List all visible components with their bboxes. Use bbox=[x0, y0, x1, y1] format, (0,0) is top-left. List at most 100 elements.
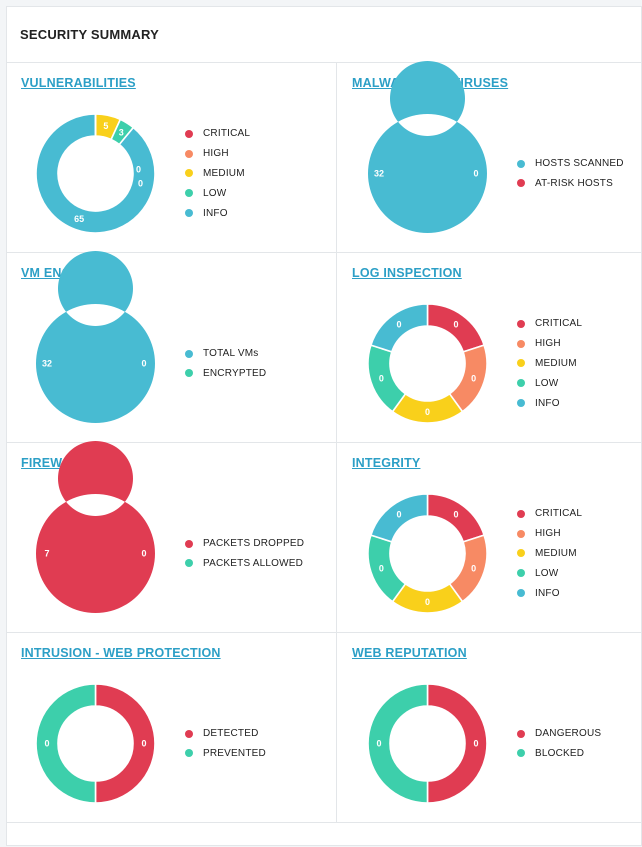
card-integrity: INTEGRITY 0 0 0 0 0 CRITICAL HIGH MEDIUM LOW INFO bbox=[337, 443, 642, 633]
donut-slice-low[interactable] bbox=[367, 534, 407, 603]
card-firewall: FIREWALL 7 0 PACKETS DROPPED PACKETS ALLOWED bbox=[7, 441, 337, 633]
legend-item-hosts-scanned[interactable]: HOSTS SCANNED bbox=[517, 154, 624, 174]
donut-svg: 0 0 0 0 0 bbox=[367, 303, 488, 424]
legend-item-low[interactable]: LOW bbox=[185, 183, 250, 203]
chart-legend: HOSTS SCANNED AT-RISK HOSTS bbox=[517, 154, 624, 194]
legend-item-medium[interactable]: MEDIUM bbox=[517, 354, 582, 374]
chart-legend: CRITICAL HIGH MEDIUM LOW INFO bbox=[517, 314, 582, 413]
card-title-link[interactable]: VULNERABILITIES bbox=[21, 76, 136, 90]
legend-item-critical[interactable]: CRITICAL bbox=[517, 504, 582, 524]
legend-dot-icon bbox=[517, 549, 525, 558]
donut-value-label: 0 bbox=[453, 509, 458, 519]
legend-dot-icon bbox=[517, 159, 525, 168]
donut-value-label: 0 bbox=[471, 373, 476, 383]
legend-item-at-risk-hosts[interactable]: AT-RISK HOSTS bbox=[517, 173, 624, 193]
legend-dot-icon bbox=[185, 129, 193, 138]
chart-legend: DETECTED PREVENTED bbox=[185, 724, 266, 764]
donut-slice-info[interactable] bbox=[369, 493, 429, 543]
legend-item-dangerous[interactable]: DANGEROUS bbox=[517, 724, 601, 744]
legend-item-high[interactable]: HIGH bbox=[517, 334, 582, 354]
card-title-link[interactable]: WEB REPUTATION bbox=[352, 646, 467, 660]
legend-item-blocked[interactable]: BLOCKED bbox=[517, 743, 601, 763]
legend-item-total-vms[interactable]: TOTAL VMs bbox=[185, 344, 266, 364]
legend-item-info[interactable]: INFO bbox=[517, 393, 582, 413]
legend-label: TOTAL VMs bbox=[203, 348, 259, 360]
legend-dot-icon bbox=[185, 189, 193, 198]
donut-slice-info[interactable] bbox=[369, 303, 429, 353]
donut-value-label: 0 bbox=[44, 739, 49, 749]
donut-slice-packets-dropped[interactable] bbox=[35, 441, 155, 613]
legend-item-low[interactable]: LOW bbox=[517, 373, 582, 393]
legend-label: LOW bbox=[535, 567, 559, 579]
donut-value-label: 32 bbox=[42, 359, 52, 369]
legend-item-medium[interactable]: MEDIUM bbox=[517, 544, 582, 564]
legend-dot-icon bbox=[185, 349, 193, 358]
donut-slice-dangerous[interactable] bbox=[426, 683, 488, 804]
donut-value-label: 0 bbox=[138, 179, 143, 189]
legend-label: MEDIUM bbox=[535, 357, 577, 369]
legend-item-low[interactable]: LOW bbox=[517, 563, 582, 583]
legend-item-prevented[interactable]: PREVENTED bbox=[185, 743, 266, 763]
legend-item-high[interactable]: HIGH bbox=[517, 524, 582, 544]
card-title-link[interactable]: INTEGRITY bbox=[352, 456, 421, 470]
card-web-reputation: WEB REPUTATION 0 0 DANGEROUS BLOCKED bbox=[337, 633, 642, 823]
donut-value-label: 0 bbox=[425, 597, 430, 607]
legend-item-encrypted[interactable]: ENCRYPTED bbox=[185, 363, 266, 383]
legend-label: BLOCKED bbox=[535, 747, 585, 759]
chart-legend: PACKETS DROPPED PACKETS ALLOWED bbox=[185, 534, 304, 574]
donut-value-label: 0 bbox=[376, 739, 381, 749]
donut-svg: 0 0 5 3 65 bbox=[35, 113, 156, 234]
donut-slice-blocked[interactable] bbox=[367, 683, 429, 804]
legend-label: LOW bbox=[203, 187, 227, 199]
legend-label: PACKETS ALLOWED bbox=[203, 557, 304, 569]
legend-item-high[interactable]: HIGH bbox=[185, 144, 250, 164]
legend-item-info[interactable]: INFO bbox=[185, 203, 250, 223]
legend-item-packets-allowed[interactable]: PACKETS ALLOWED bbox=[185, 553, 304, 573]
legend-item-medium[interactable]: MEDIUM bbox=[185, 164, 250, 184]
donut-value-label: 5 bbox=[103, 121, 108, 131]
legend-item-packets-dropped[interactable]: PACKETS DROPPED bbox=[185, 534, 304, 554]
legend-dot-icon bbox=[185, 749, 193, 758]
legend-dot-icon bbox=[185, 209, 193, 218]
legend-dot-icon bbox=[517, 339, 525, 348]
legend-label: INFO bbox=[535, 587, 560, 599]
legend-dot-icon bbox=[517, 529, 525, 538]
card-log-inspection: LOG INSPECTION 0 0 0 0 0 CRITICAL HIGH MEDIUM LOW… bbox=[337, 253, 642, 443]
donut-slice-hosts-scanned[interactable] bbox=[367, 61, 487, 234]
donut-slice-prevented[interactable] bbox=[35, 683, 97, 804]
donut-value-label: 0 bbox=[396, 509, 401, 519]
legend-label: PREVENTED bbox=[203, 747, 266, 759]
donut-slice-detected[interactable] bbox=[94, 683, 156, 804]
donut-chart: 0 0 0 0 0 bbox=[365, 491, 490, 616]
card-title-link[interactable]: INTRUSION - WEB PROTECTION bbox=[21, 646, 221, 660]
legend-label: HOSTS SCANNED bbox=[535, 158, 624, 170]
legend-item-critical[interactable]: CRITICAL bbox=[517, 314, 582, 334]
legend-dot-icon bbox=[517, 379, 525, 388]
legend-label: LOW bbox=[535, 377, 559, 389]
donut-chart: 0 0 0 0 0 bbox=[365, 301, 490, 426]
donut-value-label: 0 bbox=[136, 165, 141, 175]
legend-label: DANGEROUS bbox=[535, 728, 602, 740]
donut-slice-total-vms[interactable] bbox=[35, 251, 155, 423]
card-vulnerabilities: VULNERABILITIES 0 0 5 3 65 CRITICAL HIGH MEDIUM L… bbox=[7, 63, 337, 253]
donut-slice-info[interactable] bbox=[35, 113, 156, 234]
donut-chart: 32 0 bbox=[365, 61, 490, 236]
legend-item-info[interactable]: INFO bbox=[517, 583, 582, 603]
legend-item-detected[interactable]: DETECTED bbox=[185, 724, 266, 744]
legend-dot-icon bbox=[517, 569, 525, 578]
donut-value-label: 0 bbox=[141, 359, 146, 369]
legend-dot-icon bbox=[185, 169, 193, 178]
legend-label: CRITICAL bbox=[535, 318, 583, 330]
legend-item-critical[interactable]: CRITICAL bbox=[185, 124, 250, 144]
chart-legend: CRITICAL HIGH MEDIUM LOW INFO bbox=[185, 124, 250, 223]
card-title-link[interactable]: LOG INSPECTION bbox=[352, 266, 462, 280]
donut-slice-low[interactable] bbox=[367, 344, 407, 413]
donut-value-label: 0 bbox=[473, 739, 478, 749]
page-title: SECURITY SUMMARY bbox=[20, 27, 159, 42]
chart-legend: TOTAL VMs ENCRYPTED bbox=[185, 344, 266, 384]
legend-dot-icon bbox=[185, 539, 193, 548]
donut-value-label: 0 bbox=[379, 563, 384, 573]
